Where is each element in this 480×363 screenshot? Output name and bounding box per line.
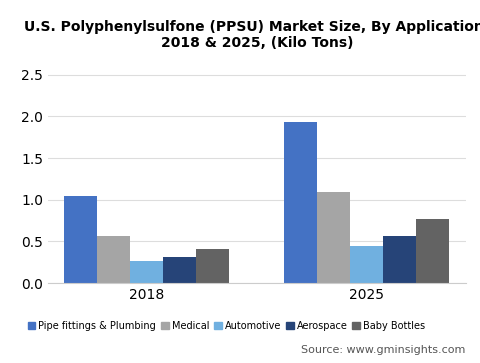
Title: U.S. Polyphenylsulfone (PPSU) Market Size, By Application,
2018 & 2025, (Kilo To: U.S. Polyphenylsulfone (PPSU) Market Siz… [24,20,480,50]
Bar [317,192,350,283]
Bar [416,219,449,283]
Bar [284,122,317,283]
Bar [131,261,163,283]
Bar [196,249,229,283]
Bar [64,196,97,283]
Bar [350,246,383,283]
Legend: Pipe fittings & Plumbing, Medical, Automotive, Aerospace, Baby Bottles: Pipe fittings & Plumbing, Medical, Autom… [24,317,429,335]
Text: Source: www.gminsights.com: Source: www.gminsights.com [301,345,466,355]
Bar [383,236,416,283]
Bar [163,257,196,283]
Bar [97,236,131,283]
